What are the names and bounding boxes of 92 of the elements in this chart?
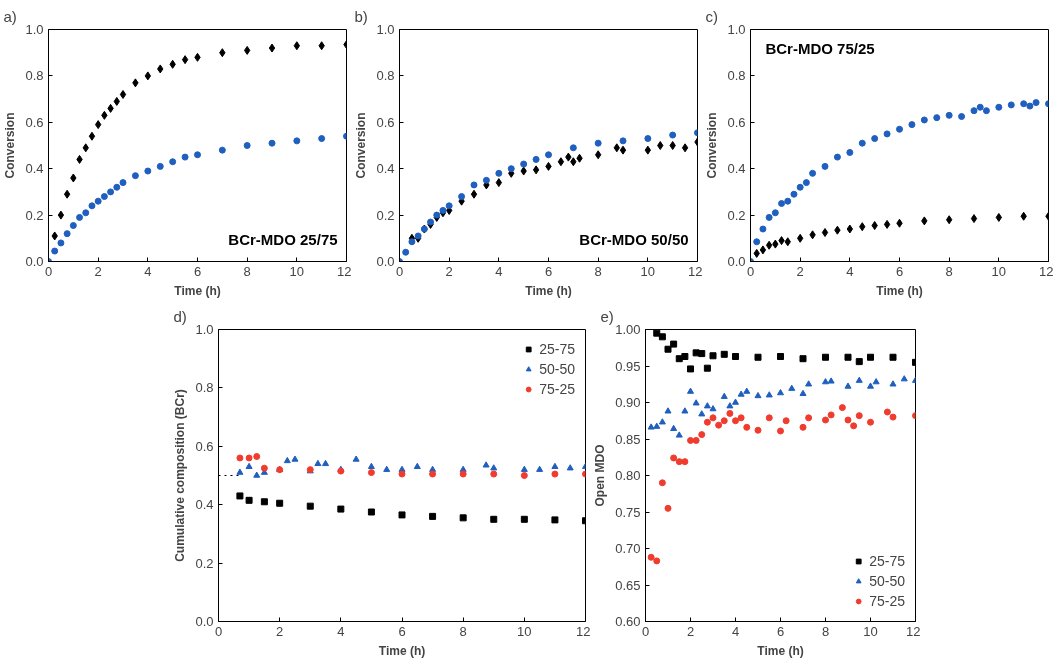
annotation: BCr-MDO 50/50 (579, 230, 689, 248)
x-tick-label: 12 (906, 623, 921, 639)
x-tick-label: 10 (991, 263, 1007, 279)
x-tick-label: 12 (576, 623, 591, 639)
x-axis-title: Time (h) (525, 283, 572, 298)
y-tick-label: 0.60 (615, 614, 641, 629)
y-tick-label: 0.6 (195, 438, 214, 454)
x-axis-title: Time (h) (876, 283, 923, 298)
legend-label: 25-75 (869, 553, 905, 569)
y-tick-label: 0.70 (615, 541, 641, 556)
x-tick-label: 4 (495, 263, 503, 279)
y-tick-label: 1.0 (376, 22, 395, 37)
legend-label: 50-50 (869, 573, 905, 589)
x-tick-label: 8 (821, 623, 830, 639)
y-axis-title: Conversion (3, 112, 18, 179)
x-tick-label: 4 (337, 623, 345, 639)
x-tick-label: 2 (445, 263, 453, 279)
y-tick-label: 1.0 (195, 322, 214, 337)
chart-title: c) (705, 7, 718, 25)
legend-label: 25-75 (539, 341, 575, 357)
y-tick-label: 0.6 (25, 114, 44, 130)
x-tick-label: 8 (945, 263, 953, 279)
y-tick-label: 0.0 (727, 254, 746, 269)
x-tick-label: 4 (731, 623, 740, 639)
y-tick-label: 0.2 (25, 207, 44, 223)
y-tick-label: 1.0 (727, 22, 746, 37)
x-tick-label: 6 (398, 623, 406, 639)
y-tick-label: 0.75 (615, 504, 641, 520)
x-tick-label: 0 (641, 623, 650, 639)
y-tick-label: 0.85 (615, 431, 641, 447)
x-tick-label: 8 (459, 623, 467, 639)
y-tick-label: 1.00 (615, 322, 641, 337)
y-tick-label: 0.95 (615, 358, 641, 374)
x-tick-label: 8 (243, 263, 251, 279)
x-tick-label: 0 (214, 623, 223, 639)
x-tick-label: 12 (1039, 263, 1053, 279)
x-tick-label: 10 (863, 623, 878, 639)
x-axis-title: Time (h) (378, 643, 426, 658)
annotation: BCr-MDO 75/25 (765, 40, 875, 58)
y-tick-label: 0.90 (615, 395, 641, 410)
annotation: BCr-MDO 25/75 (228, 230, 338, 248)
y-tick-label: 1.0 (25, 22, 44, 37)
chart-title: e) (600, 307, 614, 325)
x-axis-title: Time (h) (757, 643, 804, 658)
chart-title: d) (173, 307, 187, 325)
y-tick-label: 0.0 (376, 254, 395, 269)
x-tick-label: 10 (517, 623, 532, 639)
legend-label: 75-25 (539, 381, 575, 397)
x-axis-title: Time (h) (174, 283, 221, 298)
x-tick-label: 2 (686, 623, 695, 639)
y-tick-label: 0.4 (25, 161, 44, 177)
y-tick-label: 0.80 (615, 468, 641, 483)
y-tick-label: 0.65 (615, 577, 641, 593)
x-tick-label: 6 (895, 263, 904, 279)
x-tick-label: 2 (276, 623, 284, 639)
y-tick-label: 0.8 (195, 380, 214, 396)
y-tick-label: 0.4 (376, 161, 395, 177)
x-tick-label: 8 (594, 263, 602, 279)
x-tick-label: 10 (640, 263, 656, 279)
x-tick-label: 6 (193, 263, 202, 279)
x-tick-label: 10 (289, 263, 305, 279)
x-tick-label: 12 (337, 263, 352, 279)
y-tick-label: 0.6 (727, 114, 746, 130)
y-axis-title: Conversion (354, 112, 369, 179)
y-tick-label: 0.4 (727, 161, 746, 177)
y-tick-label: 0.2 (727, 207, 746, 223)
y-tick-label: 0.8 (376, 68, 395, 84)
x-tick-label: 6 (544, 263, 553, 279)
y-axis-title: Open MDO (593, 444, 608, 507)
y-axis-title: Cumulative composition (BCr) (173, 389, 188, 562)
y-tick-label: 0.0 (195, 614, 214, 629)
x-tick-label: 0 (44, 263, 53, 279)
y-tick-label: 0.6 (376, 114, 395, 130)
chart-title: a) (3, 7, 17, 25)
x-tick-label: 4 (846, 263, 854, 279)
y-tick-label: 0.8 (25, 68, 44, 84)
y-tick-label: 0.8 (727, 68, 746, 84)
legend-label: 50-50 (539, 361, 575, 377)
y-tick-label: 0.4 (195, 497, 214, 513)
x-tick-label: 0 (395, 263, 404, 279)
x-tick-label: 4 (144, 263, 152, 279)
x-tick-label: 2 (796, 263, 804, 279)
y-tick-label: 0.0 (25, 254, 44, 269)
x-tick-label: 12 (688, 263, 703, 279)
x-tick-label: 6 (776, 623, 785, 639)
y-axis-title: Conversion (705, 112, 720, 179)
x-tick-label: 0 (746, 263, 755, 279)
x-tick-label: 2 (94, 263, 102, 279)
y-tick-label: 0.2 (376, 207, 395, 223)
legend-label: 75-25 (869, 593, 905, 609)
chart-title: b) (354, 7, 368, 25)
y-tick-label: 0.2 (195, 555, 214, 571)
